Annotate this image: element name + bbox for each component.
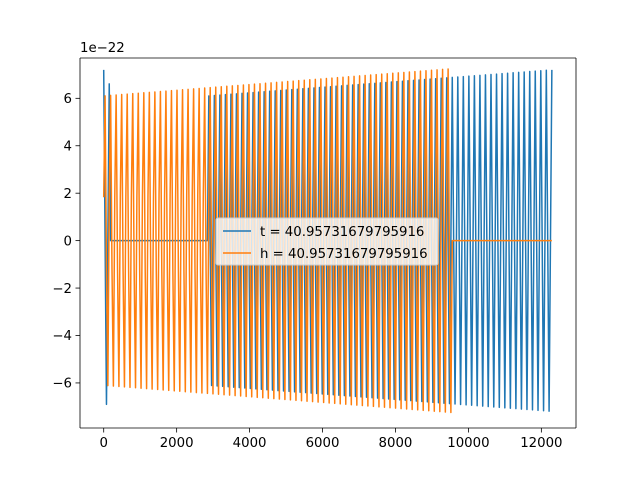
y-axis-ticks: −6 −4 −2 0 2 4 6 — [52, 92, 80, 392]
y-tick-label: 0 — [64, 234, 72, 249]
axes-frame — [79, 57, 577, 429]
y-tick-label: −4 — [52, 329, 72, 344]
x-tick-label: 0 — [99, 436, 107, 451]
x-tick-label: 2000 — [160, 436, 194, 451]
y-tick-label: −6 — [52, 377, 72, 392]
x-axis-ticks: 0 2000 4000 6000 8000 10000 12000 — [99, 428, 563, 451]
series-line-h — [102, 68, 552, 414]
x-tick-label: 12000 — [520, 436, 562, 451]
legend: t = 40.95731679795916 h = 40.95731679795… — [215, 217, 439, 266]
y-tick-label: −2 — [52, 282, 72, 297]
x-tick-label: 10000 — [447, 436, 489, 451]
legend-frame — [215, 217, 439, 266]
legend-label-h: h = 40.95731679795916 — [260, 247, 428, 262]
x-tick-label: 4000 — [233, 436, 267, 451]
series-layer — [102, 68, 553, 414]
x-tick-label: 8000 — [379, 436, 413, 451]
y-tick-label: 6 — [64, 92, 72, 107]
legend-label-t: t = 40.95731679795916 — [260, 225, 424, 240]
x-tick-label: 6000 — [306, 436, 340, 451]
y-tick-label: 4 — [64, 139, 72, 154]
y-tick-label: 2 — [64, 187, 72, 202]
y-offset-label: 1e−22 — [80, 41, 125, 56]
